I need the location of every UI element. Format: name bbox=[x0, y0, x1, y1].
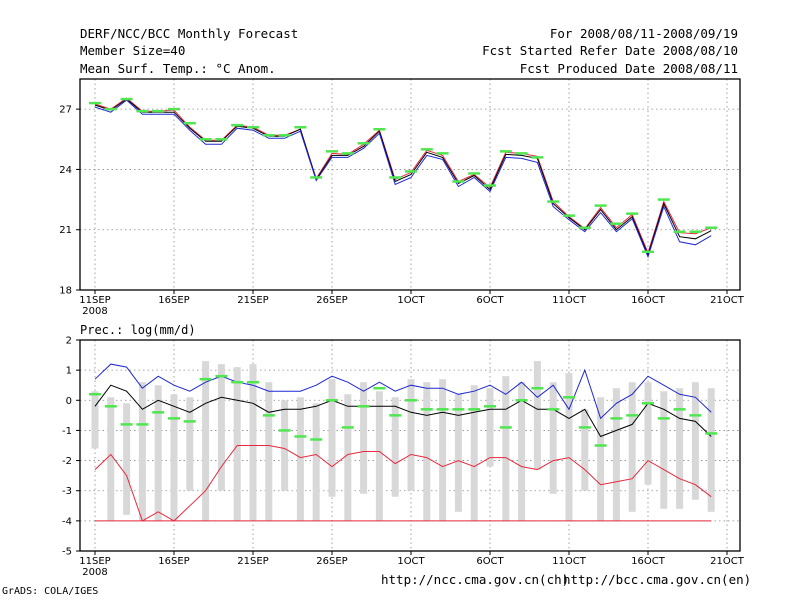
spread-bar-28 bbox=[518, 382, 526, 521]
spread-bar-13 bbox=[281, 400, 289, 491]
footer-url-en[interactable]: http://bcc.cma.gov.cn(en) bbox=[563, 572, 752, 587]
spread-bar-10 bbox=[233, 367, 241, 521]
spread-bar-3 bbox=[123, 403, 131, 515]
spread-bar-16 bbox=[328, 379, 336, 497]
spread-bar-21 bbox=[407, 379, 415, 491]
spread-bar-35 bbox=[628, 382, 636, 512]
spread-bar-22 bbox=[423, 382, 431, 521]
x-tick-label-1: 16SEP bbox=[158, 295, 189, 306]
spread-bar-39 bbox=[691, 382, 699, 500]
spread-bar-12 bbox=[265, 382, 273, 521]
plot-frame bbox=[79, 339, 741, 552]
x-tick-label-8: 21OCT bbox=[710, 295, 745, 306]
spread-bar-5 bbox=[154, 385, 162, 521]
spread-bar-17 bbox=[344, 394, 352, 521]
spread-bar-26 bbox=[486, 388, 494, 467]
spread-bar-37 bbox=[660, 391, 668, 509]
header-variable: Mean Surf. Temp.: °C Anom. bbox=[80, 61, 276, 76]
header-member-size: Member Size=40 bbox=[80, 43, 186, 58]
spread-bar-33 bbox=[597, 397, 605, 521]
y-tick-label-7: 2 bbox=[66, 336, 72, 347]
header-produced-date: Fcst Produced Date 2008/08/11 bbox=[519, 61, 738, 76]
y-tick-label-2: 24 bbox=[59, 165, 72, 176]
spread-bar-40 bbox=[707, 388, 715, 512]
spread-bar-23 bbox=[439, 379, 447, 521]
spread-bar-18 bbox=[360, 382, 368, 494]
plot-frame bbox=[79, 78, 741, 291]
y-tick-label-1: -4 bbox=[62, 516, 72, 527]
spread-bar-20 bbox=[391, 397, 399, 497]
header-title: DERF/NCC/BCC Monthly Forecast bbox=[80, 26, 299, 41]
x-tick-label-3: 26SEP bbox=[316, 556, 347, 567]
y-tick-label-6: 1 bbox=[66, 366, 72, 377]
y-tick-label-3: 27 bbox=[59, 105, 72, 116]
spread-bar-1 bbox=[91, 391, 99, 449]
spread-bar-32 bbox=[581, 409, 589, 491]
spread-bar-36 bbox=[644, 382, 652, 485]
x-tick-label-5: 6OCT bbox=[476, 295, 504, 306]
x-tick-label-3: 26SEP bbox=[316, 295, 347, 306]
x-tick-label-1: 16SEP bbox=[158, 556, 189, 567]
spread-bar-25 bbox=[470, 385, 478, 521]
y-tick-label-5: 0 bbox=[66, 396, 72, 407]
mean-line bbox=[94, 384, 712, 438]
header-started-date: Fcst Started Refer Date 2008/08/10 bbox=[482, 43, 738, 58]
x-tick-label-4: 1OCT bbox=[397, 295, 425, 306]
spread-bar-7 bbox=[186, 397, 194, 491]
spread-bar-30 bbox=[549, 382, 557, 494]
spread-bar-11 bbox=[249, 364, 257, 521]
spread-bar-19 bbox=[375, 391, 383, 521]
x-tick-label-0: 11SEP bbox=[79, 556, 110, 567]
spread-bar-27 bbox=[502, 376, 510, 521]
x-tick-label-5: 6OCT bbox=[476, 556, 504, 567]
x-tick-label-8: 21OCT bbox=[710, 556, 745, 567]
x-tick-label-7: 16OCT bbox=[631, 295, 666, 306]
x-tick-sublabel-0: 2008 bbox=[82, 567, 107, 578]
header-period: For 2008/08/11-2008/09/19 bbox=[549, 26, 738, 41]
x-tick-sublabel-0: 2008 bbox=[82, 306, 107, 317]
y-tick-label-0: -5 bbox=[62, 547, 72, 558]
x-tick-label-2: 21SEP bbox=[237, 556, 268, 567]
spread-bar-2 bbox=[107, 397, 115, 521]
spread-bar-14 bbox=[296, 397, 304, 521]
spread-bar-38 bbox=[676, 388, 684, 509]
spread-bar-4 bbox=[138, 382, 146, 521]
x-tick-label-6: 11OCT bbox=[552, 556, 587, 567]
spread-bar-34 bbox=[612, 388, 620, 521]
x-tick-label-7: 16OCT bbox=[631, 556, 666, 567]
y-tick-label-3: -2 bbox=[62, 456, 72, 467]
spread-bar-24 bbox=[454, 394, 462, 512]
spread-bar-6 bbox=[170, 394, 178, 521]
spread-bar-9 bbox=[217, 364, 225, 491]
spread-bar-8 bbox=[202, 361, 210, 521]
footer-credit: GrADS: COLA/IGES bbox=[2, 586, 99, 597]
lower-line bbox=[94, 445, 712, 522]
spread-bar-31 bbox=[565, 373, 573, 521]
x-tick-label-6: 11OCT bbox=[552, 295, 587, 306]
upper-line bbox=[94, 363, 712, 420]
x-tick-label-2: 21SEP bbox=[237, 295, 268, 306]
spread-bar-29 bbox=[533, 361, 541, 470]
upper-line bbox=[94, 97, 712, 255]
y-tick-label-0: 18 bbox=[59, 286, 72, 297]
footer-url-ch[interactable]: http://ncc.cma.gov.cn(ch) bbox=[381, 572, 570, 587]
y-tick-label-4: -1 bbox=[62, 426, 72, 437]
y-tick-label-2: -3 bbox=[62, 486, 72, 497]
panel-title: Prec.: log(mm/d) bbox=[80, 323, 196, 337]
x-tick-label-4: 1OCT bbox=[397, 556, 425, 567]
spread-bar-15 bbox=[312, 403, 320, 521]
lower-line bbox=[94, 99, 712, 259]
y-tick-label-1: 21 bbox=[59, 225, 72, 236]
mean-line bbox=[94, 98, 712, 257]
x-tick-label-0: 11SEP bbox=[79, 295, 110, 306]
